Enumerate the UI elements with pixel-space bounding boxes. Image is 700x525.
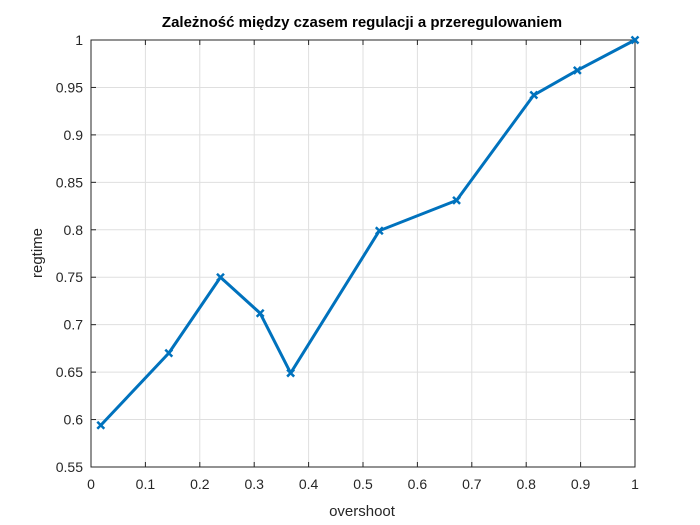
y-tick-label: 1 <box>75 32 83 48</box>
x-tick-label: 0.1 <box>136 476 156 492</box>
x-tick-label: 0.9 <box>571 476 591 492</box>
data-point-marker <box>216 272 225 282</box>
data-point-marker <box>630 35 640 45</box>
y-tick-label: 0.65 <box>56 364 83 380</box>
y-axis-label: regtime <box>29 228 46 278</box>
chart-title: Zależność między czasem regulacji a prze… <box>162 14 562 31</box>
x-tick-label: 0.2 <box>190 476 210 492</box>
data-point-marker <box>572 65 582 75</box>
y-tick-label: 0.75 <box>56 269 83 285</box>
y-tick-label: 0.85 <box>56 174 83 190</box>
data-point-marker <box>529 90 539 100</box>
x-tick-label: 0.8 <box>516 476 536 492</box>
data-point-marker <box>164 348 174 358</box>
x-tick-label: 0.5 <box>353 476 373 492</box>
x-axis-ticks: 0 0.1 0.2 0.3 0.4 0.5 0.6 0.7 0.8 0.9 1 <box>87 40 639 492</box>
x-tick-label: 0.7 <box>462 476 482 492</box>
y-tick-label: 0.95 <box>56 79 83 95</box>
x-tick-label: 0 <box>87 476 95 492</box>
data-point-marker <box>374 226 384 236</box>
series-line <box>99 38 636 427</box>
data-point-marker <box>96 420 106 430</box>
y-tick-label: 0.55 <box>56 459 83 475</box>
y-tick-label: 0.6 <box>64 412 84 428</box>
data-point-marker <box>286 368 296 378</box>
x-axis-label: overshoot <box>329 503 396 520</box>
data-point-marker <box>452 195 461 205</box>
x-tick-label: 0.6 <box>408 476 428 492</box>
y-tick-label: 0.7 <box>64 317 84 333</box>
y-tick-label: 0.9 <box>64 127 84 143</box>
y-tick-label: 0.8 <box>64 222 84 238</box>
x-tick-label: 0.3 <box>244 476 264 492</box>
y-axis-ticks: 0.55 0.6 0.65 0.7 0.75 0.8 0.85 0.9 0.95 1 <box>56 32 635 475</box>
data-point-marker <box>255 308 265 318</box>
x-tick-label: 0.4 <box>299 476 319 492</box>
x-tick-label: 1 <box>631 476 639 492</box>
data-series <box>96 35 640 430</box>
